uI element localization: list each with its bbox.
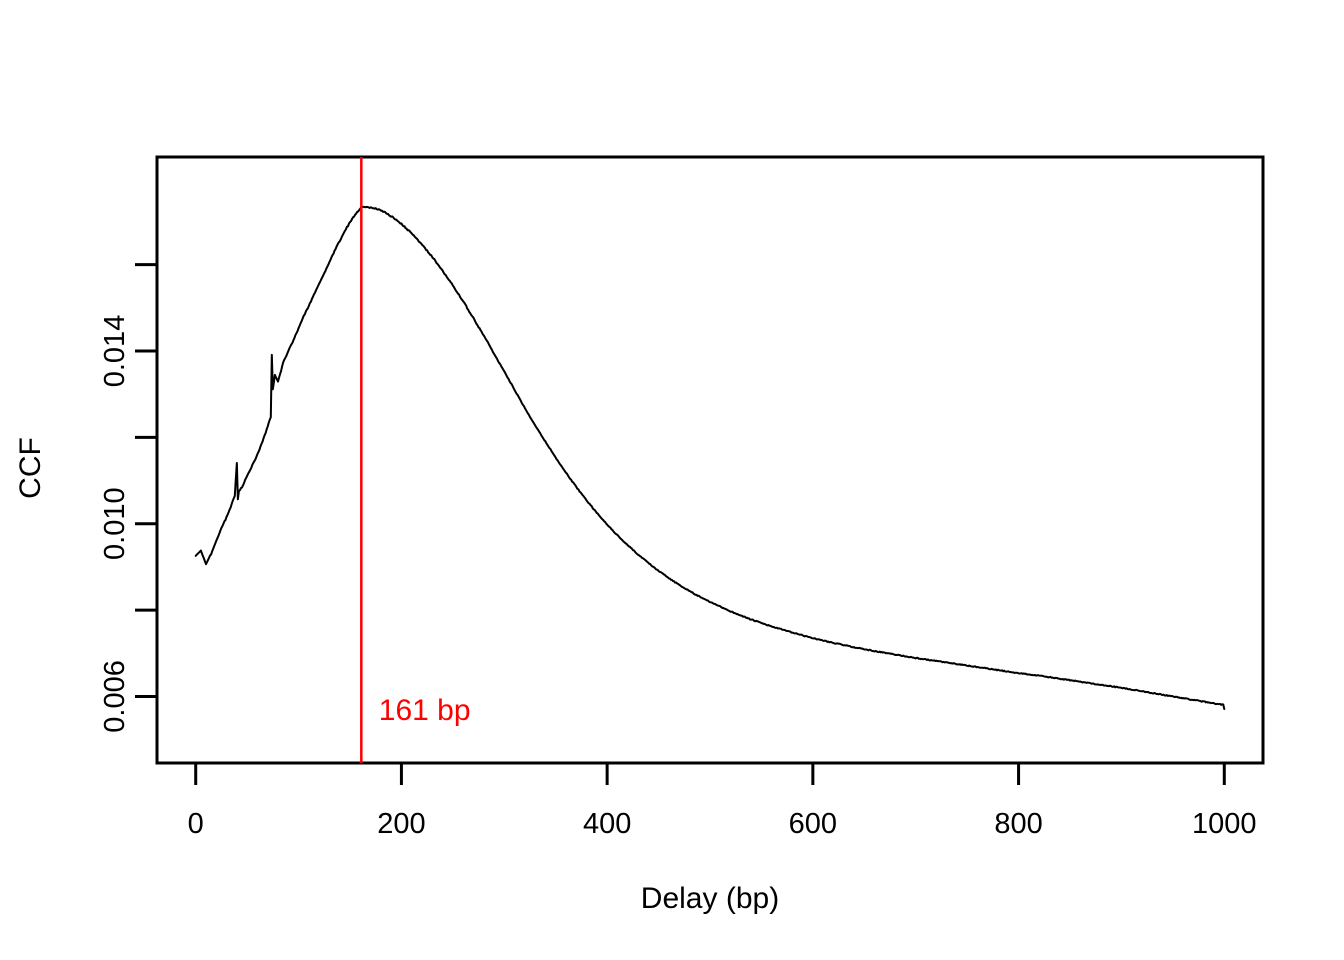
x-tick-label: 1000 (1192, 808, 1257, 840)
y-tick-label: 0.014 (99, 315, 131, 388)
x-tick-label: 800 (994, 808, 1042, 840)
x-tick-label: 0 (188, 808, 204, 840)
x-tick-label: 600 (789, 808, 837, 840)
ccf-curve (194, 205, 1226, 710)
x-tick-label: 400 (583, 808, 631, 840)
y-tick-label: 0.006 (99, 660, 131, 733)
peak-label: 161 bp (379, 694, 471, 727)
plot-frame (155, 155, 1265, 765)
x-tick-label: 200 (377, 808, 425, 840)
y-axis-title: CCF (14, 437, 47, 499)
x-axis-title: Delay (bp) (641, 882, 779, 915)
y-axis: 0.006 0.010 0.014 (99, 263, 157, 733)
y-tick-label: 0.010 (99, 487, 131, 560)
x-axis: 0 200 400 600 800 1000 (188, 763, 1257, 840)
